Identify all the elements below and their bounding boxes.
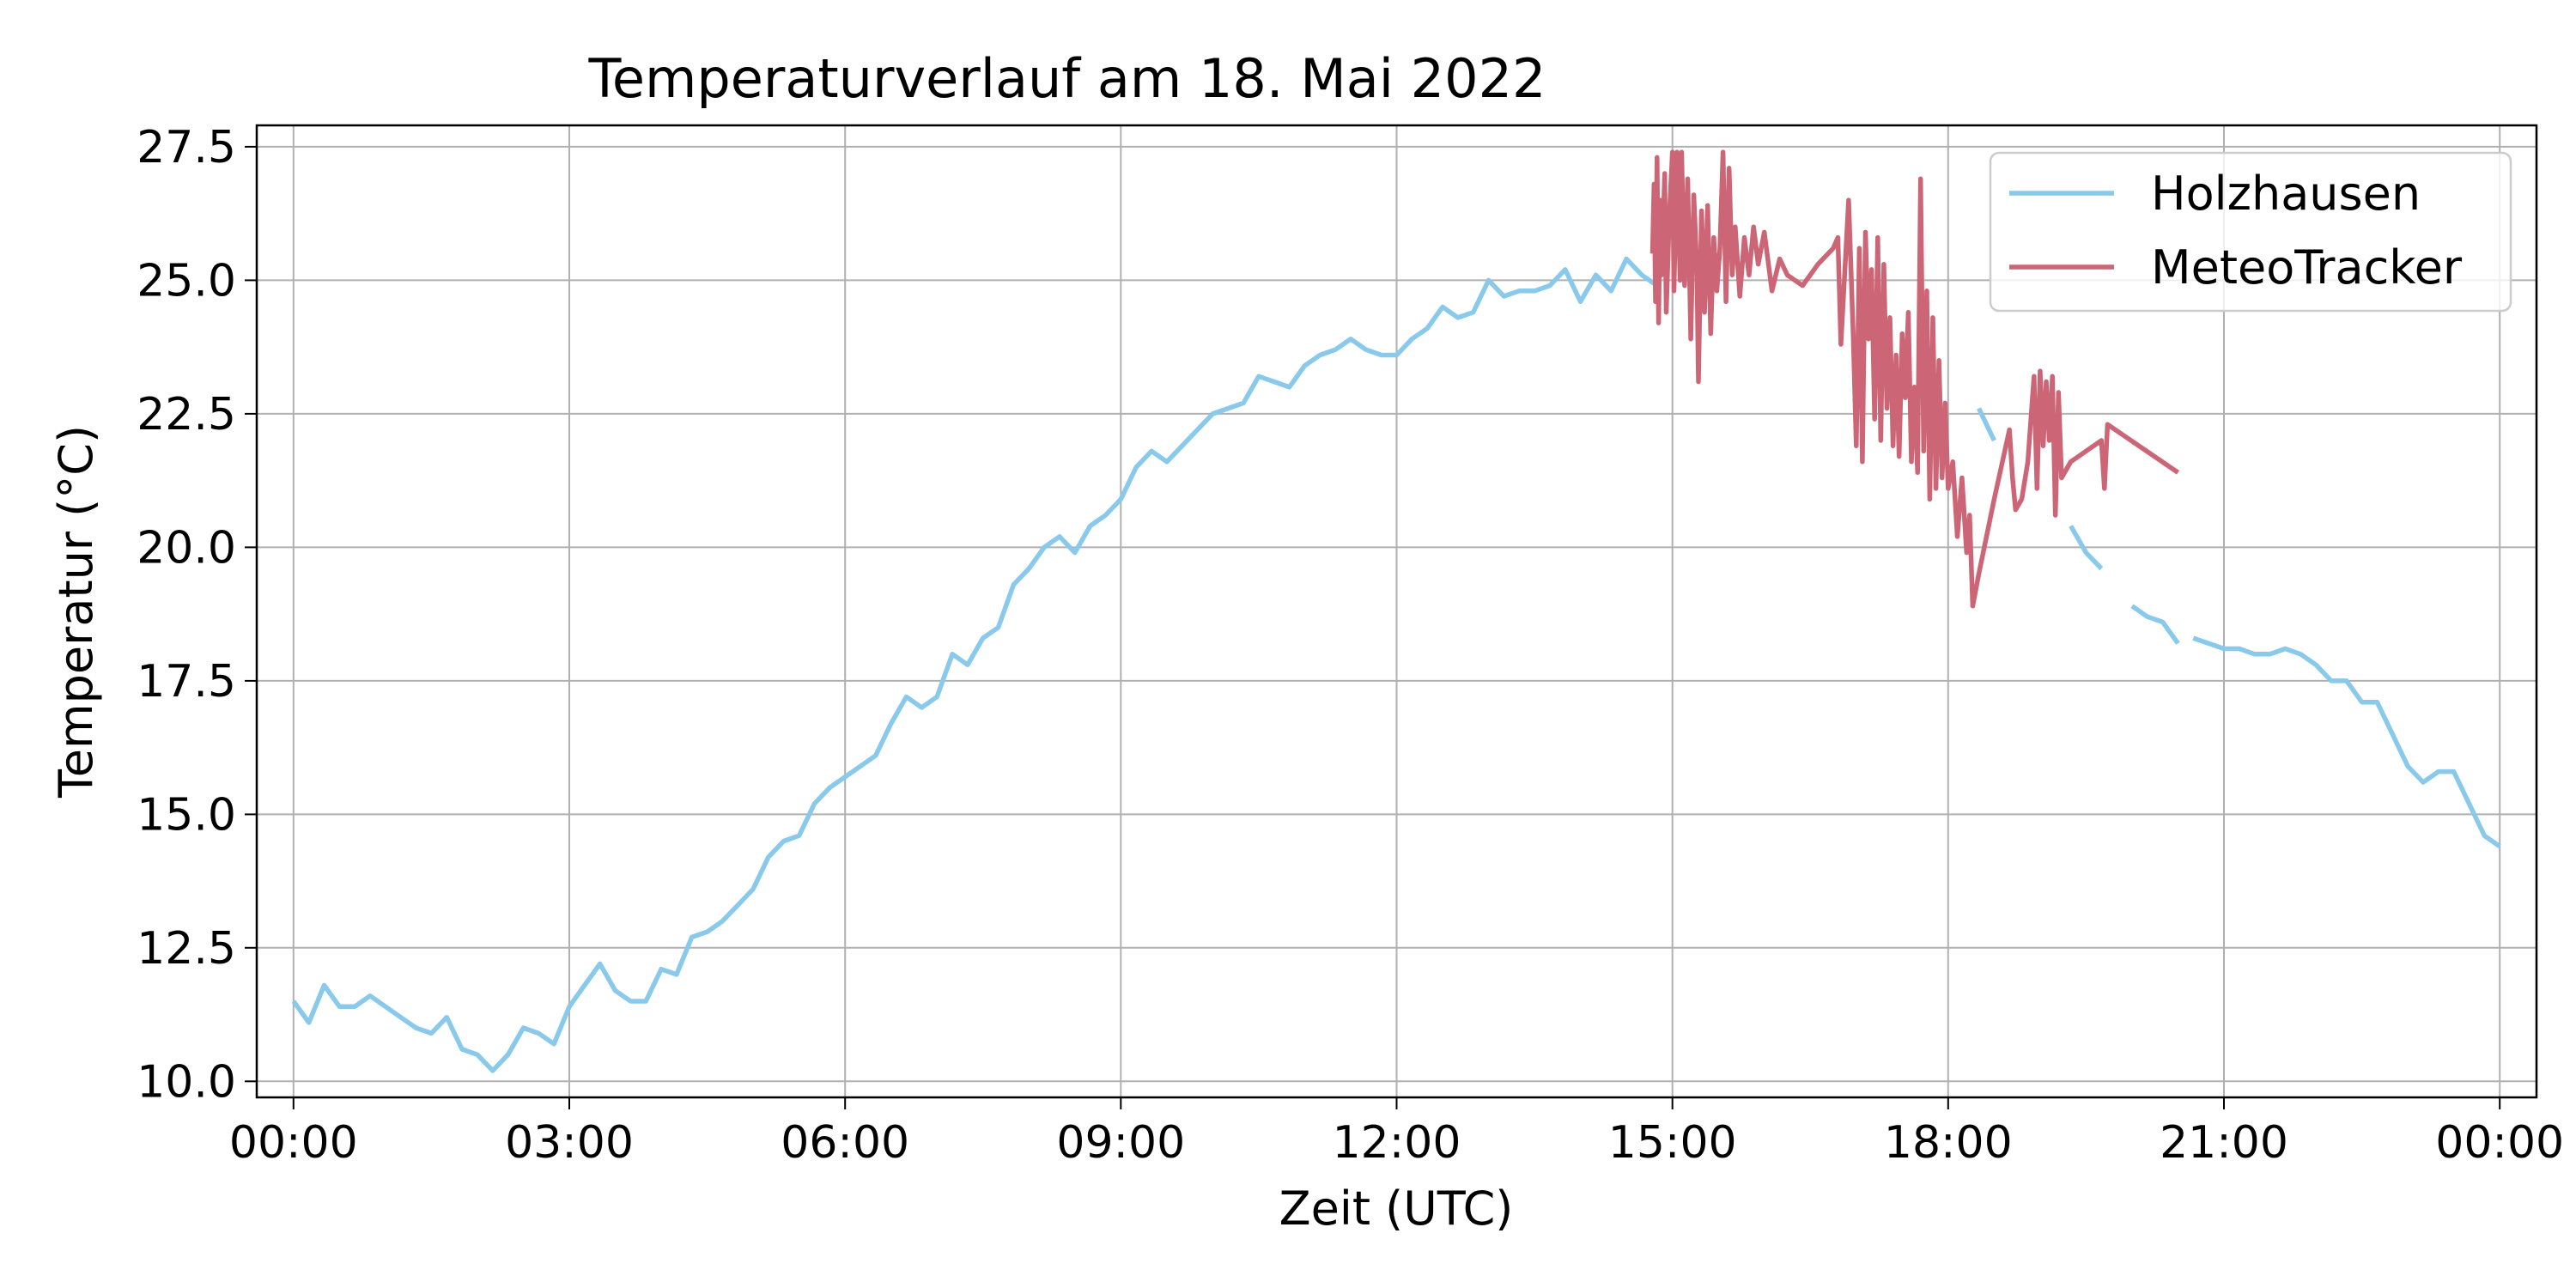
x-tick-label: 12:00	[1333, 1117, 1461, 1169]
legend-label-holzhausen: Holzhausen	[2151, 167, 2421, 221]
x-tick-label: 21:00	[2160, 1117, 2288, 1169]
y-tick-label: 10.0	[137, 1056, 236, 1108]
x-tick-label: 09:00	[1056, 1117, 1185, 1169]
x-axis-label: Zeit (UTC)	[1279, 1182, 1514, 1236]
legend-label-meteotracker: MeteoTracker	[2151, 240, 2463, 295]
legend-box	[1989, 151, 2512, 313]
legend: Holzhausen MeteoTracker	[1989, 151, 2512, 313]
chart-title: Temperaturverlauf am 18. Mai 2022	[588, 47, 1546, 110]
y-axis-label: Temperatur (°C)	[49, 425, 103, 799]
series-line-holzhausen	[2130, 604, 2180, 645]
y-tick-label: 25.0	[137, 255, 236, 307]
series-line-holzhausen	[2192, 635, 2501, 848]
series-line-meteotracker	[1649, 149, 2180, 609]
x-tick-label: 00:00	[229, 1117, 358, 1169]
axis-ticks: 00:00 03:00 06:00 09:00 12:00 15:00 18:00 21:00…	[137, 122, 2564, 1169]
x-tick-label: 15:00	[1608, 1117, 1737, 1169]
series-line-holzhausen	[291, 256, 1659, 1073]
series-holzhausen	[291, 256, 2501, 1073]
y-tick-label: 20.0	[137, 522, 236, 574]
plot-area	[291, 149, 2501, 1073]
series-meteotracker	[1649, 149, 2180, 609]
y-tick-label: 15.0	[137, 789, 236, 841]
y-tick-label: 17.5	[137, 656, 236, 708]
series-line-holzhausen	[2069, 525, 2104, 571]
x-tick-label: 06:00	[781, 1117, 909, 1169]
x-tick-label: 00:00	[2435, 1117, 2564, 1169]
y-tick-label: 22.5	[137, 389, 236, 440]
y-tick-label: 27.5	[137, 122, 236, 173]
x-tick-label: 18:00	[1884, 1117, 2013, 1169]
x-tick-label: 03:00	[505, 1117, 634, 1169]
series-line-holzhausen	[1977, 407, 1996, 442]
plot-frame	[255, 124, 2538, 1099]
y-tick-label: 12.5	[137, 923, 236, 975]
